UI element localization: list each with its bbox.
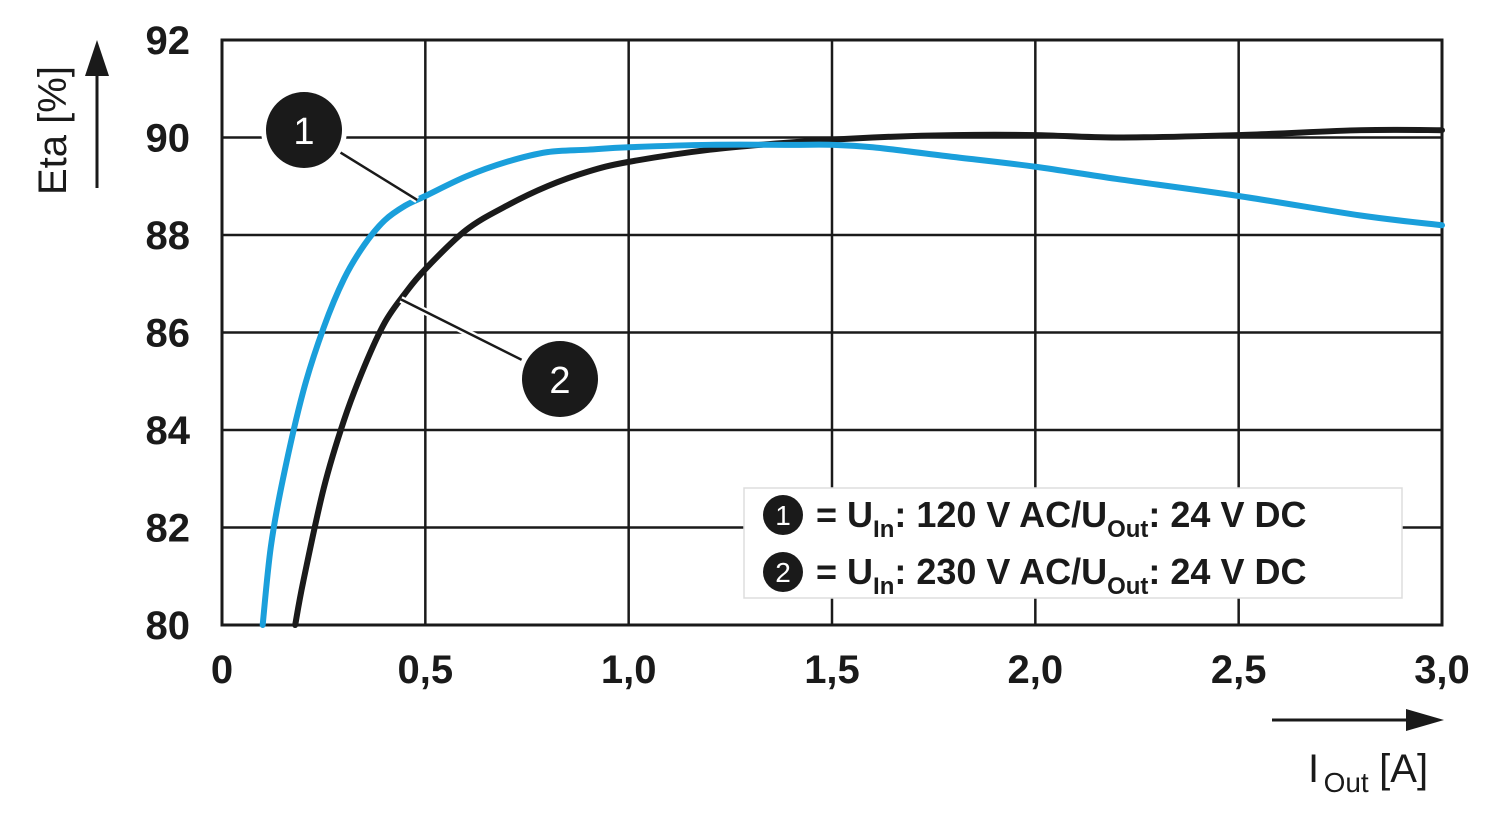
y-tick-label: 82 xyxy=(146,507,191,551)
x-axis-label-unit: [A] xyxy=(1379,747,1428,791)
y-tick-label: 92 xyxy=(146,19,191,63)
legend-entry-part: : 24 V DC xyxy=(1148,551,1306,592)
y-tick-label: 86 xyxy=(146,312,191,356)
callouts: 12 xyxy=(261,87,603,422)
series-line-1 xyxy=(259,141,1445,628)
legend-marker xyxy=(763,552,803,592)
x-axis-label-group: I Out [A] xyxy=(1272,709,1444,798)
x-axis-label: I Out [A] xyxy=(1308,747,1428,798)
x-tick-label: 0 xyxy=(211,648,233,692)
y-axis-arrow-head xyxy=(85,40,109,76)
y-axis-ticks: 80 82 84 86 88 90 92 xyxy=(146,19,191,648)
legend-entry-part: : 24 V DC xyxy=(1148,494,1306,535)
legend-entry: = UIn: 120 V AC/UOut: 24 V DC xyxy=(816,494,1306,543)
y-tick-label: 80 xyxy=(146,604,191,648)
x-tick-label: 2,5 xyxy=(1211,648,1267,692)
y-tick-label: 84 xyxy=(146,409,191,453)
legend-entry-part: = U xyxy=(816,494,873,535)
legend-entry-part: Out xyxy=(1107,516,1148,543)
plot-frame xyxy=(220,38,1444,627)
x-tick-label: 1,0 xyxy=(601,648,657,692)
legend-entry-part: = U xyxy=(816,551,873,592)
x-axis-arrow-head xyxy=(1406,709,1444,731)
legend-box xyxy=(743,487,1403,599)
x-tick-label: 3,0 xyxy=(1414,648,1470,692)
x-tick-label: 1,5 xyxy=(804,648,860,692)
y-axis-label-group: Eta [%] xyxy=(31,40,109,195)
legend-marker-number: 2 xyxy=(775,557,791,588)
x-tick-label: 0,5 xyxy=(398,648,454,692)
y-axis-label: Eta [%] xyxy=(31,66,75,195)
legend-entry-part: : 120 V AC/U xyxy=(894,494,1107,535)
callout-badge-number: 1 xyxy=(293,111,314,153)
x-axis-label-sub: Out xyxy=(1324,767,1369,798)
legend-marker-number: 1 xyxy=(775,500,791,531)
series-group xyxy=(259,126,1445,628)
legend-entry-part: In xyxy=(873,573,894,600)
x-axis-ticks: 0 0,5 1,0 1,5 2,0 2,5 3,0 xyxy=(211,648,1470,692)
legend-marker xyxy=(763,495,803,535)
y-tick-label: 88 xyxy=(146,214,191,258)
legend-entry-part: In xyxy=(873,516,894,543)
legend-entry-part: : 230 V AC/U xyxy=(894,551,1107,592)
legend: 1 = UIn: 120 V AC/UOut: 24 V DC2 = UIn: 23… xyxy=(743,487,1403,600)
callout-badge-number: 2 xyxy=(549,360,570,402)
callout-badge xyxy=(522,341,598,417)
legend-entry-part: Out xyxy=(1107,573,1148,600)
series-line-2 xyxy=(292,126,1445,628)
x-tick-label: 2,0 xyxy=(1008,648,1064,692)
y-tick-label: 90 xyxy=(146,117,191,161)
legend-entry: = UIn: 230 V AC/UOut: 24 V DC xyxy=(816,551,1306,600)
callout-badge xyxy=(266,92,342,168)
x-axis-label-main: I xyxy=(1308,747,1319,791)
